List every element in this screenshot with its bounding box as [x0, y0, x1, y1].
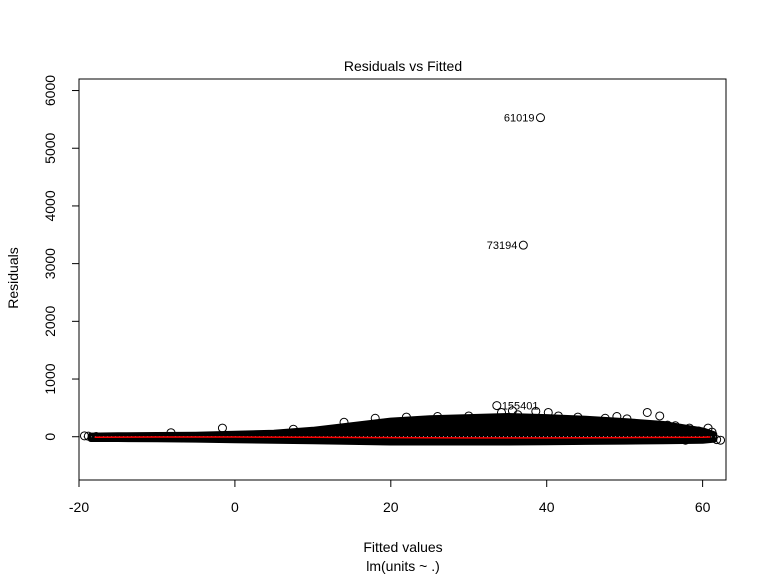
lowess-smoother-line: [94, 436, 711, 439]
residual-band-layer: [87, 413, 718, 446]
data-point: [401, 412, 411, 422]
data-point: [573, 412, 583, 422]
y-tick-label: 0: [42, 433, 58, 441]
chart-subtitle: lm(units ~ .): [366, 558, 440, 574]
data-point: [217, 423, 227, 433]
smoother-layer: [94, 436, 711, 439]
data-point: [680, 435, 690, 445]
x-axis-title: Fitted values: [363, 539, 442, 555]
data-point: [288, 424, 298, 434]
data-point: [79, 431, 89, 441]
data-point: [370, 413, 380, 423]
data-point: [433, 412, 443, 422]
y-tick-label: 1000: [42, 363, 58, 394]
data-point: [496, 407, 506, 417]
data-point: [694, 426, 704, 436]
data-point: [655, 411, 665, 421]
x-tick-label: 60: [695, 499, 711, 515]
data-point: [712, 435, 722, 445]
data-point: [684, 423, 694, 433]
data-point: [531, 406, 541, 416]
data-point: [513, 410, 523, 420]
point-label: 61019: [504, 113, 535, 125]
data-point: [91, 431, 101, 441]
data-point: [339, 417, 349, 427]
points-layer: [79, 113, 726, 445]
y-tick-label: 2000: [42, 306, 58, 337]
data-point: [622, 414, 632, 424]
residual-band: [87, 413, 718, 446]
x-tick-label: -20: [69, 499, 89, 515]
data-point: [670, 421, 680, 431]
point-label: 73194: [487, 240, 518, 252]
data-point: [543, 407, 553, 417]
chart-title: Residuals vs Fitted: [344, 58, 462, 74]
y-axis-title: Residuals: [5, 247, 21, 308]
x-tick-label: 0: [231, 499, 239, 515]
y-tick-label: 6000: [42, 75, 58, 106]
data-point: [707, 427, 717, 437]
y-tick-label: 5000: [42, 132, 58, 163]
point-label: 155401: [502, 401, 539, 413]
y-tick-label: 3000: [42, 248, 58, 279]
data-point: [518, 240, 528, 250]
data-point: [600, 413, 610, 423]
data-point: [535, 113, 545, 123]
x-tick-label: 20: [383, 499, 399, 515]
axes-layer: -20 0 20 40 60 0 1000 2000 3000 4000 5000 6000: [42, 75, 727, 515]
data-point: [612, 412, 622, 422]
data-point: [642, 407, 652, 417]
data-point: [464, 411, 474, 421]
x-tick-label: 40: [539, 499, 555, 515]
data-point: [553, 411, 563, 421]
data-point: [716, 435, 726, 445]
y-tick-label: 4000: [42, 190, 58, 221]
point-labels-layer: 61019 73194 155401: [487, 113, 539, 413]
data-point: [492, 401, 502, 411]
